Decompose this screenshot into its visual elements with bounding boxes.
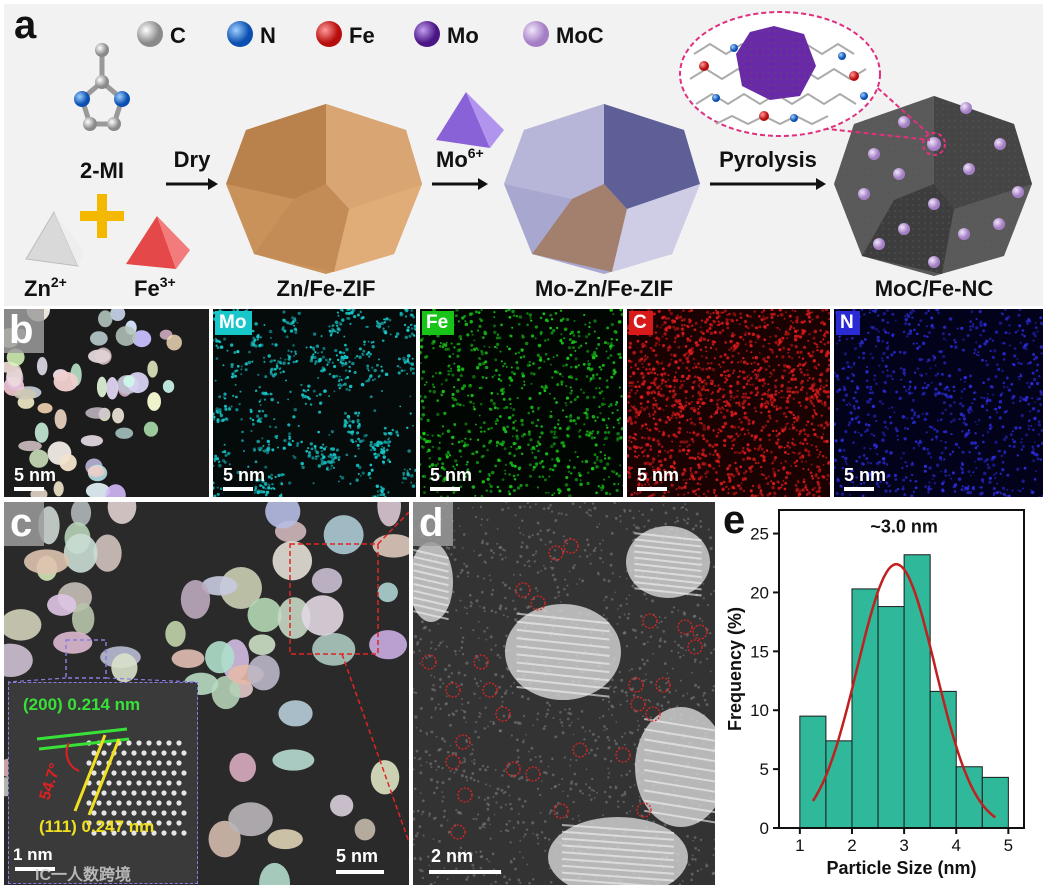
eds-label-fe: Fe (422, 311, 455, 335)
arrow-pyrolysis (710, 178, 826, 190)
y-tick-label: 20 (750, 583, 769, 602)
eds-label-mo: Mo (215, 311, 253, 335)
legend-n-sphere (227, 21, 253, 47)
x-tick-label: 4 (951, 836, 960, 855)
panel-e: e 1 2 3 4 5 0 5 10 15 20 25 Particle Size (nm) Frequ… (719, 498, 1043, 885)
product-zn-fe-zif-label: Zn/Fe-ZIF (277, 276, 376, 301)
legend-moc-label: MoC (556, 23, 604, 48)
panel-d: d 2 nm (413, 502, 715, 885)
moc-fe-nc-crystal (834, 96, 1032, 276)
panel-c-letter: c (10, 502, 33, 545)
scale-bar: 5 nm (14, 465, 56, 491)
histogram-bar (929, 690, 957, 829)
inset-scale-label: 1 nm (13, 845, 53, 864)
panel-c-scale-bar (336, 870, 384, 874)
step-pyrolysis-label: Pyrolysis (719, 147, 817, 172)
y-tick-label: 15 (750, 642, 769, 661)
watermark-text: IC一人数跨境 (35, 867, 132, 884)
eds-map-c: C 5 nm (627, 309, 830, 497)
scale-bar: 5 nm (637, 465, 679, 491)
haadf-image: b 5 nm (4, 309, 209, 497)
histogram-bar (877, 606, 905, 829)
product-moc-fe-nc-label: MoC/Fe-NC (875, 276, 994, 301)
panel-e-letter: e (723, 498, 746, 542)
zn-fe-zif-crystal (226, 104, 422, 274)
eds-map-mo: Mo 5 nm (213, 309, 416, 497)
inset-d200-label: (200) 0.214 nm (23, 695, 141, 714)
panel-d-letter: d (419, 502, 444, 545)
y-tick-label: 10 (750, 701, 769, 720)
panel-a-scheme: a C N Fe Mo MoC 2-MI Zn2+ Fe3+ Dry Mo6+ … (14, 4, 1032, 301)
inset-d111-label: (111) 0.247 nm (39, 817, 155, 836)
histogram-bar (981, 776, 1009, 829)
x-tick-label: 3 (899, 836, 908, 855)
inset-scale-bar (15, 867, 55, 871)
arrow-mo (432, 178, 488, 190)
legend-c-sphere (137, 21, 163, 47)
x-tick-label: 2 (847, 836, 856, 855)
legend-n-label: N (260, 23, 276, 48)
panel-a-letter: a (14, 4, 37, 47)
legend-c-label: C (170, 23, 186, 48)
legend-moc-sphere (523, 21, 549, 47)
x-tick-label: 5 (1004, 836, 1013, 855)
panel-b-letter: b (9, 309, 34, 352)
legend-mo-sphere (414, 21, 440, 47)
particle-size-histogram: 1 2 3 4 5 0 5 10 15 20 25 Particle Size (nm) Frequen… (725, 509, 1025, 878)
legend-fe-sphere (316, 21, 342, 47)
gaussian-fit-line (811, 563, 997, 819)
product-mo-zn-fe-zif-label: Mo-Zn/Fe-ZIF (535, 276, 673, 301)
mean-size-annotation: ~3.0 nm (870, 516, 938, 536)
eds-map-n: N 5 nm (834, 309, 1043, 497)
eds-label-n: N (836, 311, 860, 335)
panel-c-scale-label: 5 nm (336, 846, 379, 866)
fe-pyramid-icon (126, 216, 176, 269)
x-tick-label: 1 (795, 836, 804, 855)
y-tick-label: 5 (760, 760, 769, 779)
y-axis-label: Frequency (%) (725, 607, 745, 731)
zoom-box-d (289, 543, 379, 655)
histogram-bar (799, 715, 827, 829)
scale-bar: 5 nm (223, 465, 265, 491)
2-mi-molecule (74, 43, 130, 131)
legend-fe-label: Fe (349, 23, 375, 48)
y-tick-label: 0 (760, 819, 769, 838)
histogram-bar (851, 588, 879, 829)
panel-d-scale-bar (429, 870, 501, 874)
zoom-box-inset (65, 639, 107, 679)
panel-a: a C N Fe Mo MoC 2-MI Zn2+ Fe3+ Dry Mo6+ … (4, 4, 1043, 306)
panel-b: b 5 nm Mo 5 nm Fe 5 nm C 5 nm N 5 nm (4, 309, 1043, 497)
mo-pyramid-icon (436, 92, 490, 148)
scale-bar: 5 nm (430, 465, 472, 491)
step-dry-label: Dry (174, 147, 211, 172)
eds-label-c: C (629, 311, 653, 335)
plot-frame (778, 509, 1025, 829)
eds-map-fe: Fe 5 nm (420, 309, 623, 497)
inset-angle-label: 54.7° (37, 761, 65, 802)
panel-d-scale-label: 2 nm (431, 846, 474, 866)
histogram-bar (825, 740, 853, 829)
mo-zn-fe-zif-crystal (504, 104, 700, 274)
x-axis-label: Particle Size (nm) (826, 858, 976, 878)
legend-mo-label: Mo (447, 23, 479, 48)
panel-c: 54.7° (200) 0.214 nm (111) 0.247 nm 1 nm… (4, 502, 409, 885)
y-tick-label: 25 (750, 525, 769, 544)
ligand-label: 2-MI (80, 158, 124, 183)
arrow-dry (166, 178, 218, 190)
zn-ion-label: Zn2+ (24, 274, 67, 301)
plus-icon (80, 194, 124, 238)
fe-ion-label: Fe3+ (134, 274, 176, 301)
step-mo-label: Mo6+ (436, 145, 484, 172)
scale-bar: 5 nm (844, 465, 886, 491)
zoom-bubble (679, 11, 931, 141)
hrtem-inset: 54.7° (200) 0.214 nm (111) 0.247 nm 1 nm… (8, 682, 198, 884)
